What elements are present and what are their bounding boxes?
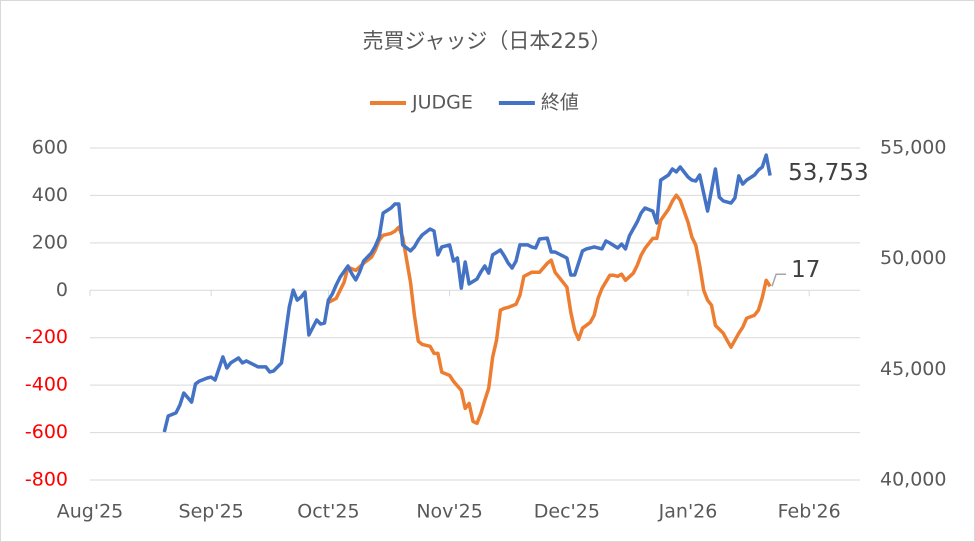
chart-title: 売買ジャッジ（日本225） bbox=[362, 29, 611, 53]
y2-tick-label: 50,000 bbox=[880, 247, 946, 269]
x-tick-label: Nov'25 bbox=[416, 501, 482, 523]
legend-label: JUDGE bbox=[411, 92, 473, 114]
y-tick-label: -200 bbox=[25, 326, 68, 348]
y2-tick-label: 55,000 bbox=[880, 137, 946, 159]
series-line bbox=[162, 153, 772, 433]
data-label: 17 bbox=[791, 257, 820, 283]
x-tick-label: Feb'26 bbox=[778, 501, 841, 523]
y-tick-label: 600 bbox=[32, 137, 68, 159]
x-tick-label: Dec'25 bbox=[534, 501, 600, 523]
y-tick-label: -800 bbox=[25, 469, 68, 491]
y2-tick-label: 45,000 bbox=[880, 358, 946, 380]
y-tick-label: 200 bbox=[32, 231, 68, 253]
legend-label: 終値 bbox=[541, 92, 579, 114]
x-tick-label: Aug'25 bbox=[57, 501, 124, 523]
y-tick-label: 0 bbox=[56, 279, 68, 301]
label-leader bbox=[771, 273, 787, 287]
x-tick-label: Oct'25 bbox=[297, 501, 359, 523]
y-tick-label: -400 bbox=[25, 374, 68, 396]
y-tick-label: 400 bbox=[32, 184, 68, 206]
x-tick-label: Jan'26 bbox=[658, 501, 718, 523]
y-tick-label: -600 bbox=[25, 421, 68, 443]
series-line bbox=[327, 193, 772, 426]
x-tick-label: Sep'25 bbox=[179, 501, 244, 523]
data-label: 53,753 bbox=[788, 160, 868, 186]
y2-tick-label: 40,000 bbox=[880, 469, 946, 491]
